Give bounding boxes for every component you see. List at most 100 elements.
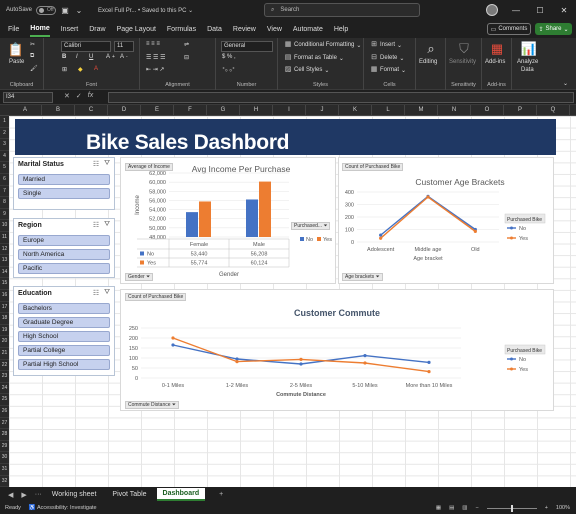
legend-title[interactable]: Purchased Bike — [507, 217, 542, 223]
slicer-item[interactable]: Partial College — [18, 345, 110, 356]
menu-tab-draw[interactable]: Draw — [89, 25, 106, 33]
merge-icon[interactable]: ⊟ — [184, 55, 190, 61]
sheet-tab-dashboard[interactable]: Dashboard — [156, 488, 206, 501]
row-header[interactable]: 2 — [0, 128, 9, 140]
zoom-out-icon[interactable]: − — [475, 505, 479, 511]
grow-font-icon[interactable]: A + — [106, 54, 115, 60]
row-header[interactable]: 32 — [0, 476, 9, 487]
cell-styles-button[interactable]: ▨ Cell Styles ⌄ — [284, 66, 330, 74]
decimal-icon[interactable]: ⁺₀ ₀⁺ — [222, 67, 235, 73]
menu-tab-formulas[interactable]: Formulas — [166, 25, 197, 33]
editing-button[interactable]: Editing — [419, 59, 438, 65]
row-header[interactable]: 29 — [0, 441, 9, 453]
legend-entry[interactable]: No — [306, 237, 313, 243]
addins-button[interactable]: Add-ins — [485, 59, 506, 65]
data-point-no[interactable] — [299, 362, 303, 366]
row-header[interactable]: 13 — [0, 255, 9, 267]
legend-entry[interactable]: Yes — [519, 236, 528, 242]
slicer-item[interactable]: North America — [18, 249, 110, 260]
column-header[interactable]: K — [339, 105, 372, 116]
row-header[interactable]: 16 — [0, 290, 9, 302]
row-header[interactable]: 26 — [0, 406, 9, 418]
data-point-yes[interactable] — [379, 236, 383, 240]
data-point-no[interactable] — [235, 357, 239, 361]
more-sheets-icon[interactable]: ··· — [34, 491, 42, 498]
column-header[interactable]: L — [372, 105, 405, 116]
data-point-yes[interactable] — [426, 195, 430, 199]
age-chart-panel[interactable]: Customer Age Brackets 0 100 200 300 400 Adoles… — [338, 157, 554, 284]
series-line-yes[interactable] — [380, 196, 476, 239]
font-name-select[interactable]: Calibri — [61, 41, 111, 52]
clear-filter-icon[interactable]: ⛛ — [104, 221, 110, 228]
close-icon[interactable]: ✕ — [560, 5, 568, 15]
analyze-data-icon[interactable]: 📊 — [520, 41, 538, 56]
legend-entry[interactable]: No — [519, 226, 526, 232]
number-format-select[interactable]: General — [221, 41, 273, 52]
underline-button[interactable]: U — [89, 54, 94, 60]
prev-sheet-icon[interactable]: ◀ — [8, 491, 14, 499]
search-box[interactable]: ⌕ Search — [264, 3, 420, 17]
sensitivity-button-label[interactable]: Sensitivity — [449, 59, 477, 65]
row-header[interactable]: 17 — [0, 302, 9, 314]
analyze-data-line2[interactable]: Data — [521, 67, 534, 73]
copy-icon[interactable]: ⧉ — [30, 53, 35, 59]
legend-field-button[interactable] — [504, 344, 546, 355]
column-header[interactable]: H — [240, 105, 273, 116]
more-icon[interactable]: ⌄ — [75, 5, 83, 15]
age-field-button[interactable]: Count of Purchased Bike — [342, 163, 404, 171]
comments-button[interactable]: ▭ Comments — [487, 23, 531, 35]
bar-yes[interactable] — [259, 181, 271, 237]
row-header[interactable]: 15 — [0, 278, 9, 290]
row-header[interactable]: 18 — [0, 313, 9, 325]
row-header[interactable]: 1 — [0, 116, 9, 128]
zoom-in-icon[interactable]: + — [544, 505, 548, 511]
row-header[interactable]: 31 — [0, 464, 9, 476]
data-point-yes[interactable] — [473, 229, 477, 233]
column-header[interactable]: N — [438, 105, 471, 116]
column-header[interactable]: A — [9, 105, 42, 116]
commute-field-button[interactable]: Count of Purchased Bike — [125, 293, 187, 301]
menu-tab-page-layout[interactable]: Page Layout — [116, 25, 156, 33]
data-point-no[interactable] — [363, 354, 367, 358]
commute-chart-panel[interactable]: Customer Commute 0 50 100 150 200 250 0-1 Miles… — [120, 289, 554, 411]
borders-icon[interactable]: ⊞ — [62, 67, 68, 73]
income-legend-button[interactable]: Purchased... ⏷ — [291, 222, 331, 230]
name-box[interactable]: I34 — [3, 92, 53, 103]
addins-icon[interactable]: ▦ — [490, 41, 504, 56]
multi-select-icon[interactable]: ☷ — [92, 290, 100, 297]
row-header[interactable]: 21 — [0, 348, 9, 360]
slicer-item[interactable]: Pacific — [18, 263, 110, 274]
font-size-select[interactable]: 11 — [114, 41, 134, 52]
slicer-item[interactable]: Graduate Degree — [18, 317, 110, 328]
paste-button[interactable]: Paste — [9, 59, 25, 65]
multi-select-icon[interactable]: ☷ — [92, 222, 100, 229]
multi-select-icon[interactable]: ☷ — [92, 161, 100, 168]
insert-cells-button[interactable]: ⊞ Insert ⌄ — [371, 41, 403, 49]
row-header[interactable]: 28 — [0, 429, 9, 441]
legend-entry[interactable]: Yes — [323, 237, 332, 243]
sheet-tab-working-sheet[interactable]: Working sheet — [51, 491, 97, 498]
page-break-icon[interactable]: ▥ — [462, 505, 468, 511]
column-header[interactable]: P — [504, 105, 537, 116]
slicer-item[interactable]: Married — [18, 174, 110, 185]
row-header[interactable]: 24 — [0, 383, 9, 395]
row-header[interactable]: 19 — [0, 325, 9, 337]
row-header[interactable]: 4 — [0, 151, 9, 163]
column-header[interactable]: C — [75, 105, 108, 116]
sensitivity-icon[interactable]: ⛉ — [459, 41, 469, 56]
editing-search-icon[interactable]: ⌕ — [427, 41, 435, 56]
row-header[interactable]: 22 — [0, 360, 9, 372]
row-header[interactable]: 11 — [0, 232, 9, 244]
slicer-item[interactable]: Europe — [18, 235, 110, 246]
column-header[interactable]: E — [141, 105, 174, 116]
row-header[interactable]: 10 — [0, 220, 9, 232]
clear-filter-icon[interactable]: ⛛ — [104, 160, 110, 167]
legend-entry[interactable]: No — [519, 357, 526, 363]
shrink-font-icon[interactable]: A- — [120, 54, 128, 60]
format-cells-button[interactable]: ▦ Format ⌄ — [370, 66, 407, 74]
row-header[interactable]: 5 — [0, 162, 9, 174]
accessibility-status[interactable]: ♿ Accessibility: Investigate — [28, 505, 97, 511]
save-icon[interactable]: ▣ — [61, 5, 69, 15]
zoom-level[interactable]: 100% — [555, 505, 570, 511]
sheet-tab-pivot-table[interactable]: Pivot Table — [112, 491, 147, 498]
